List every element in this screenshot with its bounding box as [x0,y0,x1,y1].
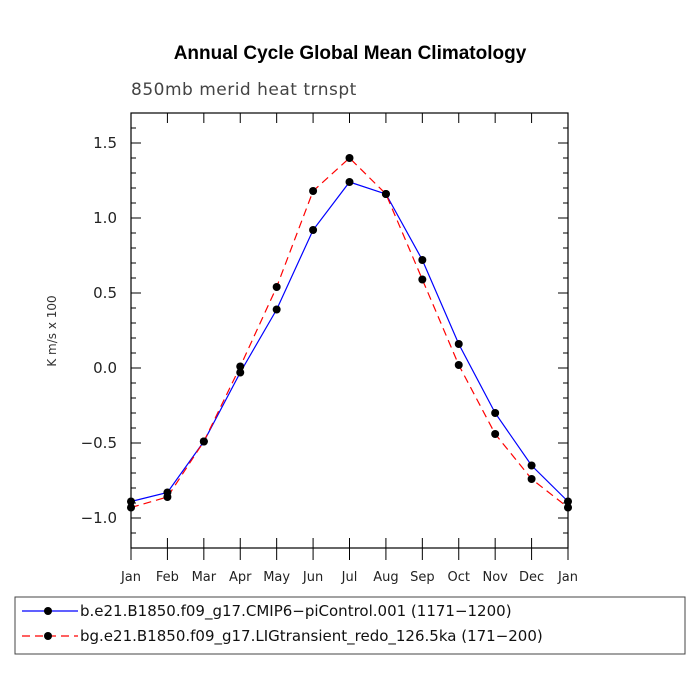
x-tick-label: Jan [557,570,578,585]
data-point-series-1 [309,226,318,234]
x-tick-label: Sep [410,570,435,585]
legend: b.e21.B1850.f09_g17.CMIP6−piControl.001 … [22,602,543,646]
data-point-series-1 [564,497,572,506]
data-point-series-2 [381,190,390,198]
chart-subtitle: 850mb merid heat trnspt [131,80,357,100]
legend-label-2: bg.e21.B1850.f09_g17.LIGtransient_redo_1… [80,627,543,646]
y-tick-label: 1.5 [93,134,117,152]
legend-label-1: b.e21.B1850.f09_g17.CMIP6−piControl.001 … [80,602,512,621]
series-line-2 [130,157,569,509]
x-tick-label: Nov [482,570,508,585]
x-tick-label: Apr [229,570,252,585]
y-tick-label: 0.5 [93,284,117,302]
x-tick-label: Jul [341,570,358,585]
legend-marker-1 [44,607,52,615]
legend-marker-2 [44,632,52,640]
data-point-series-2 [127,503,135,512]
chart-title: Annual Cycle Global Mean Climatology [174,43,527,64]
y-tick-label: 0.0 [93,359,117,377]
x-tick-label: Feb [156,570,179,585]
data-point-series-2 [564,503,572,512]
x-tick-label: Jun [302,570,323,585]
series-line-1 [130,181,569,503]
data-point-series-1 [272,305,281,314]
data-point-series-1 [236,368,245,377]
x-tick-label: May [263,570,290,585]
data-point-series-2 [527,475,536,483]
x-tick-label: Jan [120,570,141,585]
y-axis-label: K m/s x 100 [45,295,59,366]
data-point-series-2 [454,361,463,369]
data-point-series-1 [491,409,500,417]
x-tick-label: Oct [448,570,470,585]
x-tick-label: Aug [373,570,398,585]
x-tick-label: Mar [192,570,217,585]
y-tick-label: −0.5 [81,434,117,452]
data-point-series-1 [345,178,354,186]
data-point-series-2 [199,437,208,446]
data-point-series-2 [418,275,427,284]
data-point-series-2 [236,362,245,371]
data-point-series-1 [527,461,536,470]
y-tick-label: 1.0 [93,209,117,227]
series-group [127,154,572,512]
legend-box [14,596,686,655]
data-point-series-2 [163,493,172,501]
data-point-series-2 [491,430,500,438]
data-point-series-1 [454,340,463,348]
data-point-series-1 [127,497,135,506]
data-point-series-1 [418,256,427,264]
data-point-series-2 [309,187,318,195]
y-tick-label: −1.0 [81,509,117,527]
data-point-series-2 [272,283,281,291]
x-tick-label: Dec [519,570,544,585]
axes: −1.0 −0.5 0.0 0.5 1.0 1.5 Jan Feb Mar Apr May Jun Ju… [81,112,578,585]
data-point-series-2 [345,154,354,162]
